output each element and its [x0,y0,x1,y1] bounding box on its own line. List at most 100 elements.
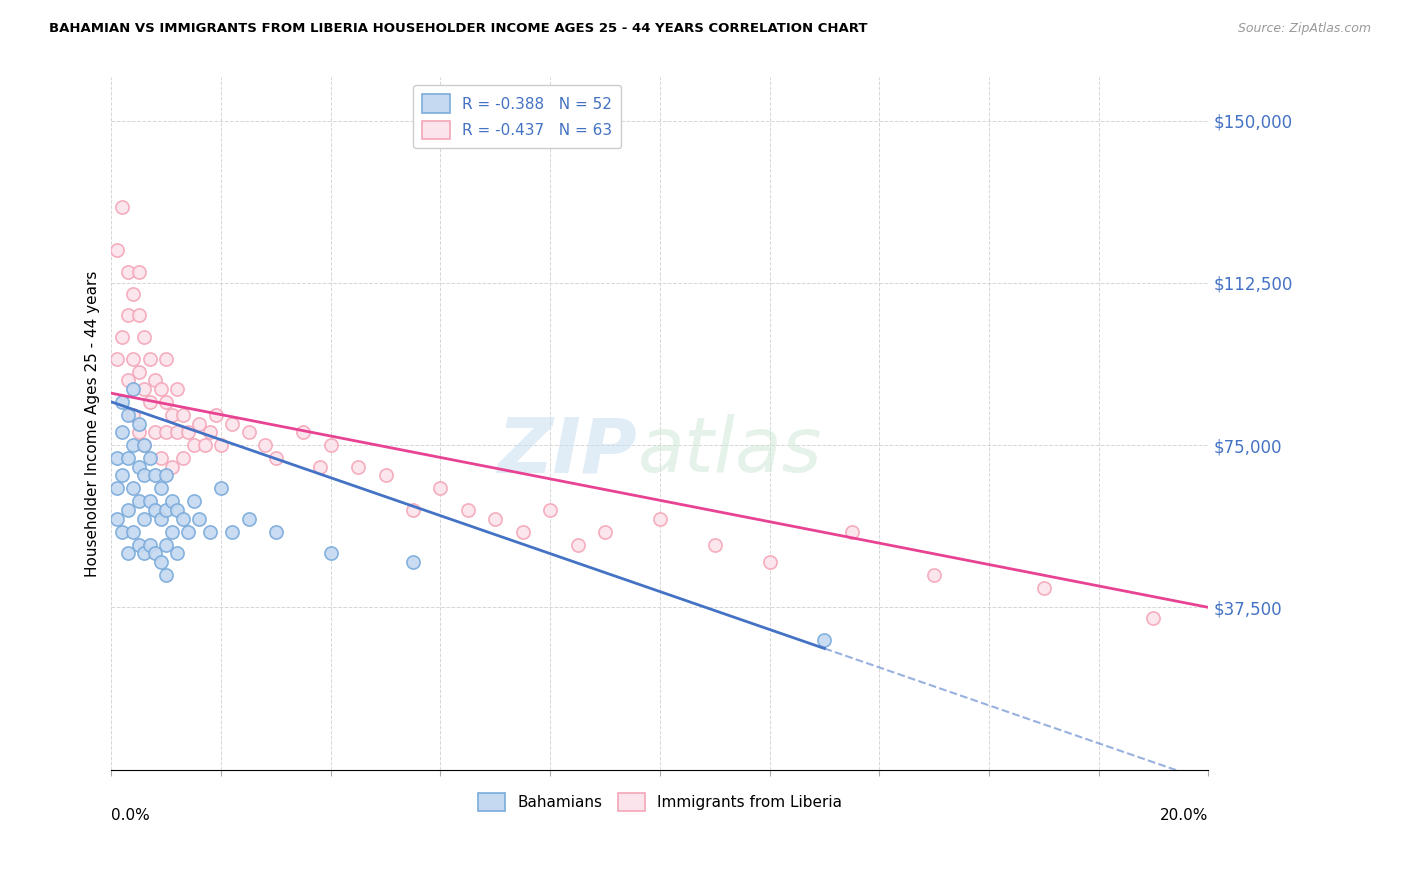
Point [105,244,128,258]
Point [194,438,217,452]
Point [111,425,134,439]
Point [117,451,139,466]
Point [155,425,177,439]
Point [172,511,194,525]
Point [122,351,145,366]
Point [134,438,156,452]
Point [183,494,205,508]
Point [128,538,150,552]
Point [105,451,128,466]
Point [238,425,260,439]
Point [567,538,589,552]
Text: 20.0%: 20.0% [1160,808,1208,823]
Point [264,524,287,539]
Point [813,632,835,647]
Point [155,468,177,483]
Point [177,524,200,539]
Point [648,511,671,525]
Point [209,482,232,496]
Point [166,425,188,439]
Point [122,408,145,422]
Point [172,451,194,466]
Text: ZIP: ZIP [498,414,638,488]
Point [703,538,725,552]
Point [209,438,232,452]
Point [149,382,172,396]
Point [139,538,162,552]
Point [160,494,183,508]
Point [105,482,128,496]
Text: 0.0%: 0.0% [111,808,150,823]
Point [155,395,177,409]
Point [111,468,134,483]
Text: atlas: atlas [638,414,823,488]
Point [139,351,162,366]
Point [139,451,162,466]
Point [264,451,287,466]
Point [111,524,134,539]
Point [128,309,150,323]
Point [122,482,145,496]
Point [292,425,315,439]
Point [758,555,780,569]
Point [922,568,945,582]
Point [538,503,561,517]
Point [149,451,172,466]
Text: Source: ZipAtlas.com: Source: ZipAtlas.com [1237,22,1371,36]
Point [117,265,139,279]
Point [155,538,177,552]
Point [166,503,188,517]
Point [143,373,166,387]
Point [155,351,177,366]
Point [122,524,145,539]
Point [149,482,172,496]
Point [128,425,150,439]
Point [128,417,150,431]
Point [402,503,425,517]
Point [128,365,150,379]
Point [111,395,134,409]
Point [117,408,139,422]
Point [484,511,506,525]
Point [166,382,188,396]
Point [134,546,156,560]
Point [593,524,616,539]
Point [143,468,166,483]
Point [841,524,863,539]
Point [374,468,396,483]
Point [128,494,150,508]
Point [128,265,150,279]
Point [143,546,166,560]
Point [429,482,451,496]
Point [143,503,166,517]
Point [319,546,342,560]
Point [198,425,221,439]
Point [160,524,183,539]
Point [122,382,145,396]
Point [204,408,226,422]
Point [198,524,221,539]
Point [183,438,205,452]
Point [221,524,243,539]
Point [457,503,479,517]
Point [139,494,162,508]
Y-axis label: Householder Income Ages 25 - 44 years: Householder Income Ages 25 - 44 years [86,270,100,577]
Point [134,382,156,396]
Point [117,546,139,560]
Point [402,555,425,569]
Point [105,351,128,366]
Point [134,330,156,344]
Point [155,568,177,582]
Point [117,309,139,323]
Point [139,395,162,409]
Legend: Bahamians, Immigrants from Liberia: Bahamians, Immigrants from Liberia [471,787,848,817]
Point [160,459,183,474]
Point [122,286,145,301]
Point [512,524,534,539]
Point [155,503,177,517]
Point [122,438,145,452]
Point [177,425,200,439]
Point [166,546,188,560]
Point [143,425,166,439]
Point [149,555,172,569]
